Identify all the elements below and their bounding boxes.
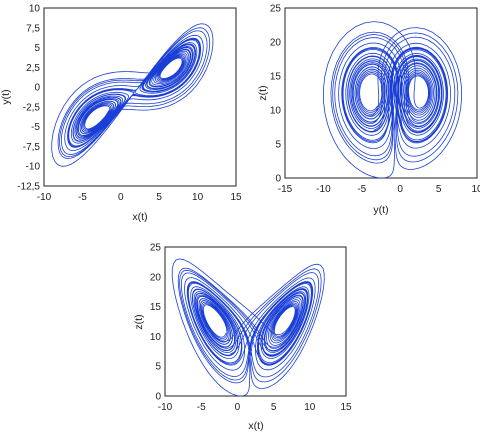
chart-xz: -10 -5 0 5 10 15 25 20 15 10 5 0 x(t) z(t) [133,243,352,433]
y-tick-label: 0 [34,83,40,94]
y-axis-label: y(t) [0,89,12,104]
y-tick-labels: 25 20 15 10 5 0 [270,4,282,185]
chart-yz: -15 -10 -5 0 5 10 25 20 15 10 5 0 y(t) z(t) [257,4,480,217]
y-tick-label: -12,5 [17,182,40,193]
x-tick-label: -10 [37,192,52,203]
x-tick-label: -5 [78,192,87,203]
x-tick-label: 5 [436,184,442,195]
y-tick-label: 20 [270,38,282,49]
x-tick-label: 10 [304,402,316,413]
plot-area [43,7,237,187]
series-line [51,23,214,167]
y-tick-label: 15 [270,72,282,83]
y-tick-label: 15 [150,302,162,313]
x-axis-label: x(t) [132,211,147,223]
y-tick-label: 2,5 [26,63,40,74]
y-tick-labels: 10 7,5 5 2,5 0 -2,5 -5 -7,5 -10 -12,5 [17,4,40,193]
y-tick-label: 10 [29,4,41,15]
y-tick-label: 5 [275,140,281,151]
plot-area [284,7,478,179]
y-axis-label: z(t) [257,85,269,100]
trajectory [171,258,325,396]
y-tick-label: -2,5 [23,102,41,113]
x-tick-label: 0 [235,402,241,413]
x-tick-labels: -10 -5 0 5 10 15 [37,192,242,203]
x-tick-labels: -15 -10 -5 0 5 10 [278,184,480,195]
series-line [171,258,325,396]
y-tick-label: 7,5 [26,23,40,34]
x-tick-label: -15 [278,184,293,195]
x-tick-label: 0 [118,192,124,203]
y-tick-label: -5 [31,122,40,133]
x-tick-label: 0 [397,184,403,195]
chart-xy: -10 -5 0 5 10 15 107,552,50-2,5-5-7,5-10-12,5… [0,4,242,224]
y-tick-label: 0 [275,174,281,185]
y-tick-label: 5 [34,43,40,54]
x-axis-label: y(t) [373,204,388,216]
x-tick-label: -10 [316,184,331,195]
y-tick-label: 25 [150,243,162,254]
y-tick-label: 0 [155,392,161,403]
y-tick-label: 10 [150,332,162,343]
y-tick-label: -7,5 [23,142,41,153]
x-tick-label: 5 [156,192,162,203]
x-tick-label: -5 [357,184,366,195]
x-tick-label: -10 [158,402,173,413]
x-axis-label: x(t) [248,420,263,432]
y-tick-label: 5 [155,362,161,373]
y-tick-labels: 25 20 15 10 5 0 [150,243,162,403]
x-tick-labels: -10 -5 0 5 10 15 [158,402,352,413]
x-tick-label: 15 [340,402,352,413]
y-tick-label: 20 [150,272,162,283]
x-tick-label: 5 [271,402,277,413]
trajectory [323,21,462,178]
x-tick-label: 10 [471,184,480,195]
series-line [323,21,462,178]
trajectory [51,23,214,167]
x-tick-label: 15 [230,192,242,203]
x-tick-label: 10 [192,192,204,203]
y-axis-label: z(t) [133,314,145,329]
x-tick-label: -5 [197,402,206,413]
y-tick-label: 25 [270,4,282,15]
y-tick-label: 10 [270,106,282,117]
y-tick-label: -10 [26,162,41,173]
